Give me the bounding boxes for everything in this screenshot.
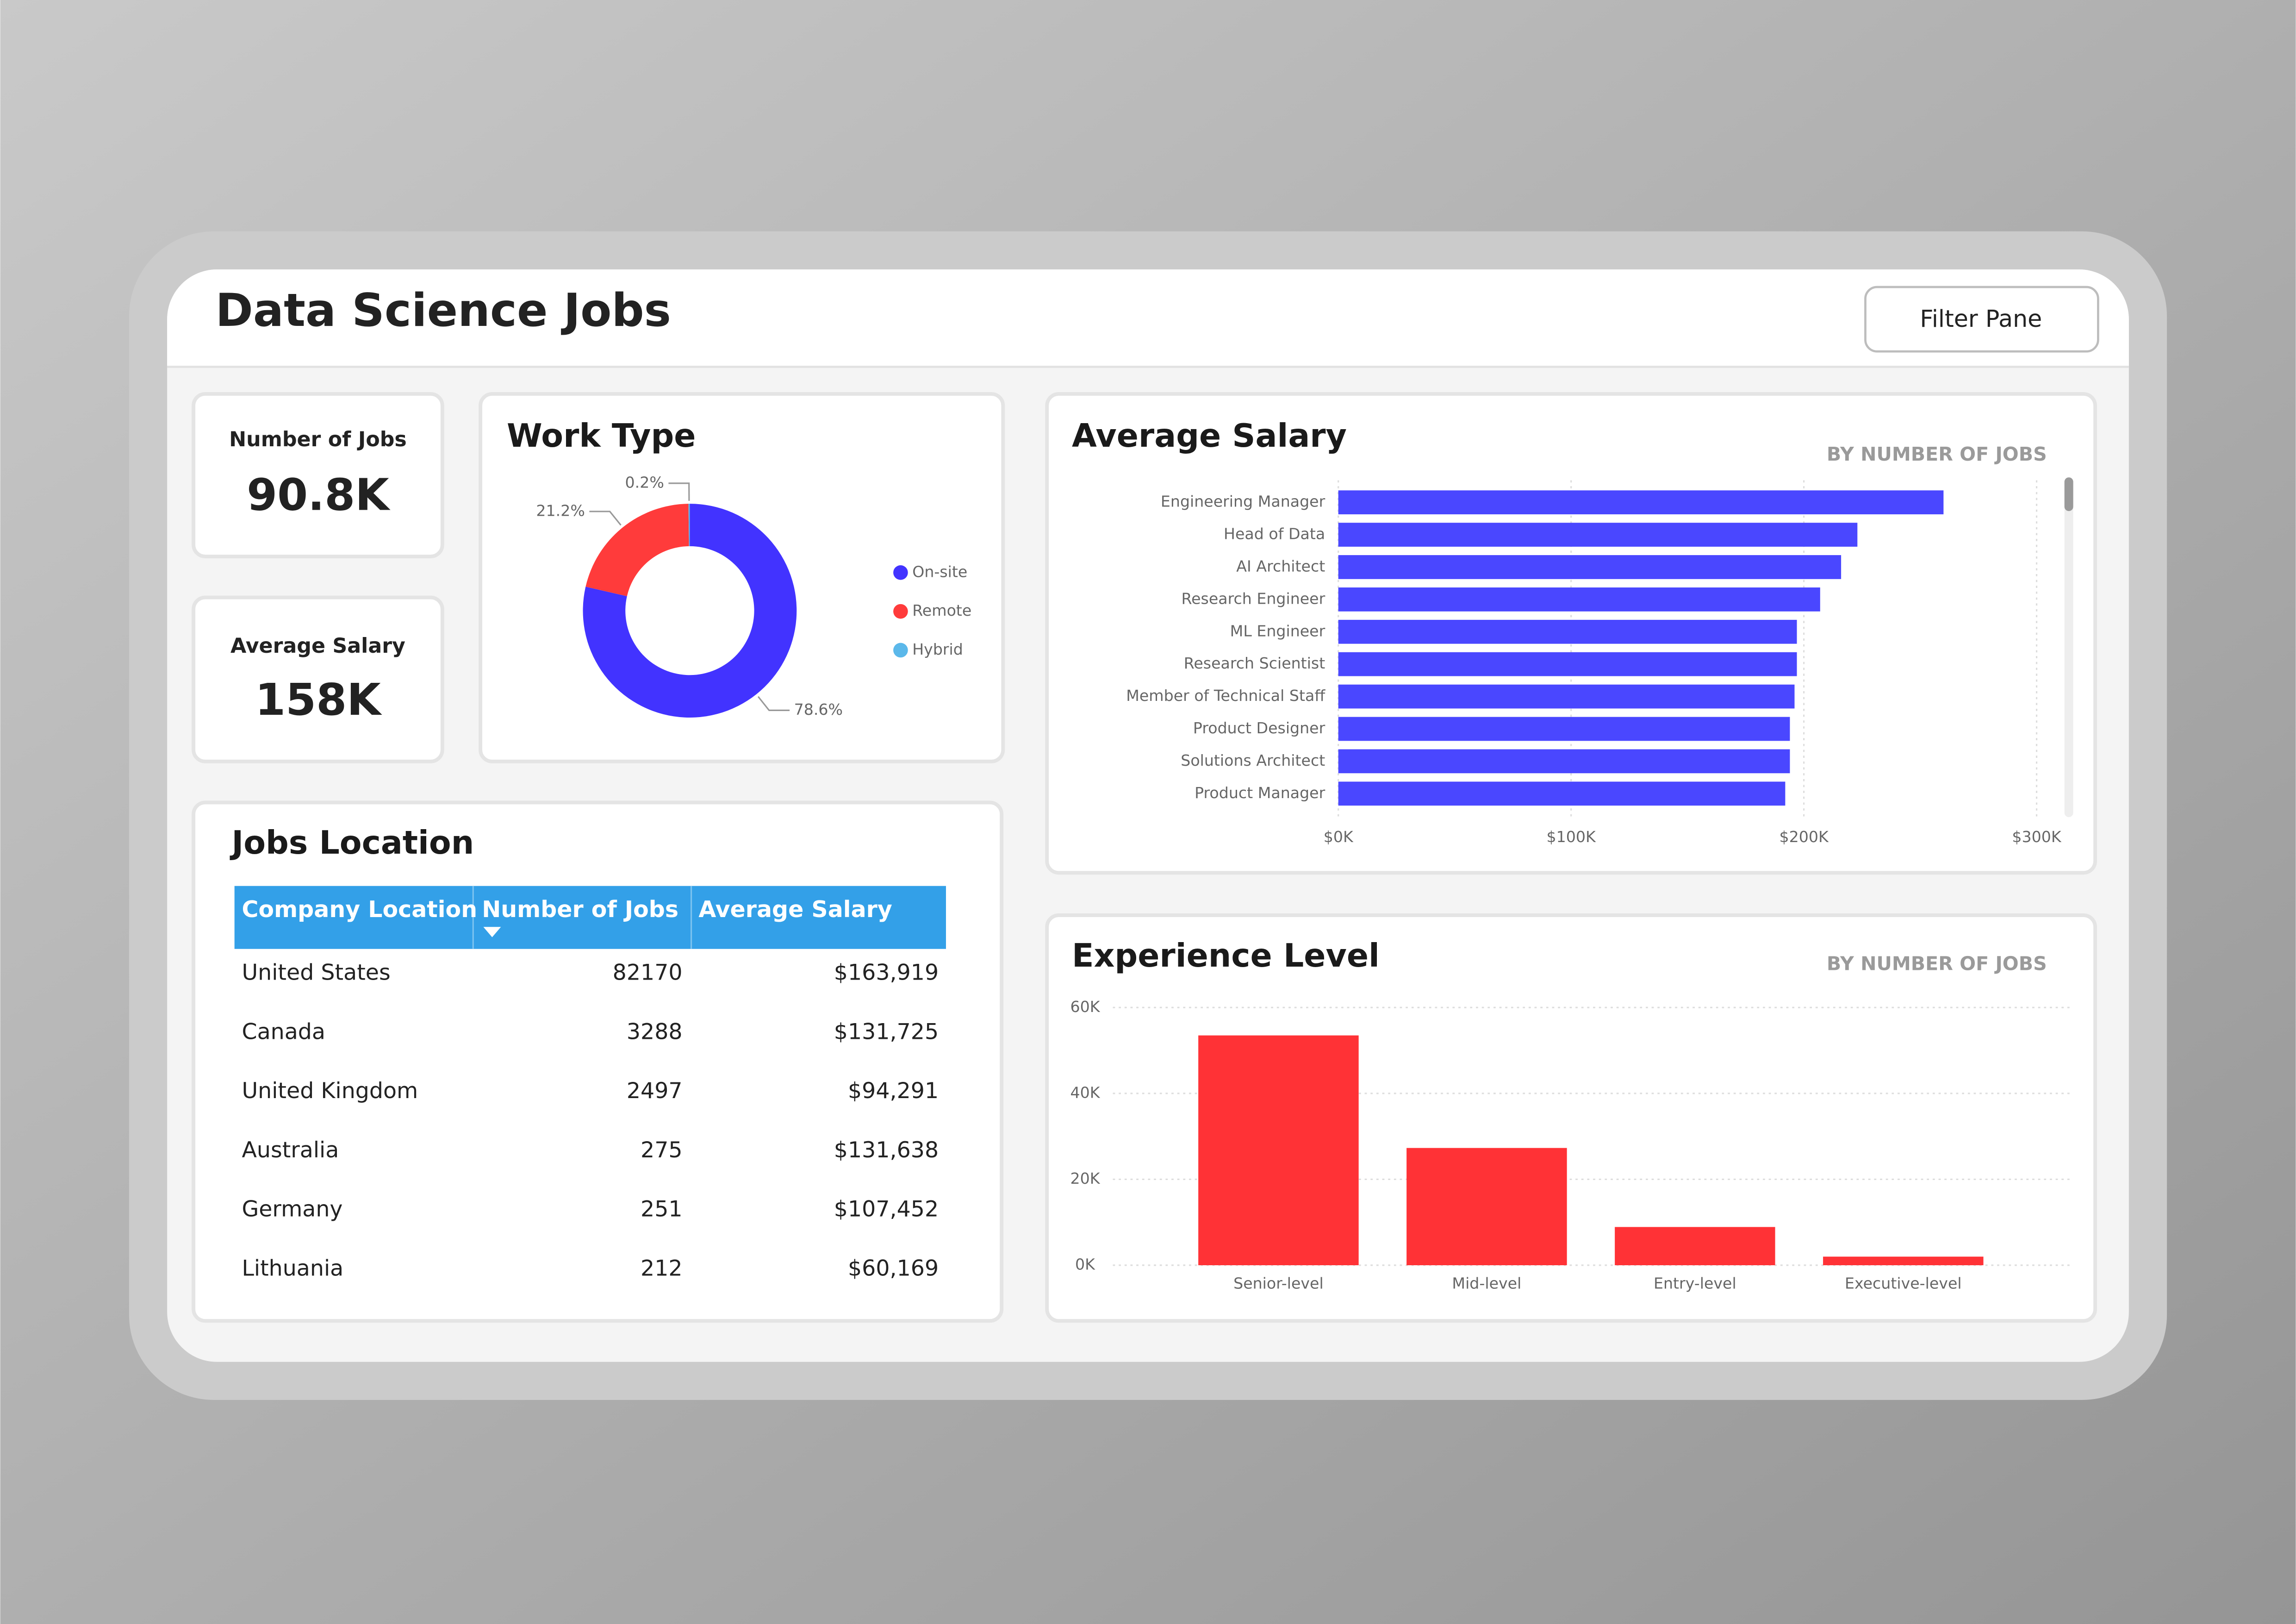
table-cell: Germany: [242, 1197, 342, 1222]
table-cell: $94,291: [848, 1078, 939, 1104]
legend-label: Remote: [912, 601, 971, 619]
kpi-card: [192, 595, 444, 763]
bar: [1338, 619, 1797, 644]
y-tick-label: Engineering Manager: [1161, 493, 1325, 511]
y-tick-label: Solutions Architect: [1181, 751, 1325, 769]
kpi-value: 90.8K: [247, 469, 391, 520]
leader-line: [757, 696, 790, 711]
table-cell: United States: [242, 960, 390, 986]
y-tick-label: Member of Technical Staff: [1126, 687, 1325, 705]
column-header: Company Location: [242, 896, 477, 923]
y-tick-label: ML Engineer: [1230, 622, 1325, 640]
y-tick-label: Research Engineer: [1182, 589, 1325, 607]
y-tick-label: Research Scientist: [1184, 654, 1325, 672]
kpi-label: Average Salary: [230, 634, 405, 658]
table-cell: $60,169: [848, 1256, 939, 1281]
table-cell: $163,919: [834, 960, 939, 986]
leader-line: [668, 482, 690, 501]
table-cell: United Kingdom: [242, 1078, 418, 1104]
y-tick-label: 20K: [1070, 1169, 1100, 1187]
chart-title: Experience Level: [1072, 937, 1380, 974]
bar: [1338, 749, 1790, 774]
chart-title: Average Salary: [1072, 417, 1347, 455]
filter-button[interactable]: [1864, 286, 2099, 353]
kpi-value: 158K: [255, 675, 382, 725]
table-card: [192, 800, 1004, 1323]
x-tick-label: Entry-level: [1654, 1274, 1736, 1293]
table-cell: Australia: [242, 1137, 339, 1163]
table-header: [234, 886, 946, 949]
y-tick-label: AI Architect: [1236, 557, 1325, 575]
bar: [1406, 1148, 1567, 1266]
column-header: Number of Jobs: [482, 896, 678, 923]
x-tick-label: Mid-level: [1452, 1274, 1521, 1293]
bar: [1338, 587, 1820, 612]
x-tick-label: $0K: [1324, 828, 1354, 846]
bar: [1338, 684, 1795, 709]
sort-indicator[interactable]: [483, 927, 501, 937]
header-bar: [167, 269, 2129, 366]
filter-button-label[interactable]: Filter Pane: [1920, 305, 2042, 332]
page-title: Data Science Jobs: [216, 284, 672, 337]
chart-subtitle: BY NUMBER OF JOBS: [1827, 443, 2047, 465]
legend-label: On-site: [912, 562, 967, 581]
bar: [1823, 1256, 1984, 1266]
y-tick-label: Head of Data: [1224, 525, 1325, 543]
x-tick-label: Senior-level: [1233, 1274, 1324, 1293]
bar: [1338, 490, 1944, 515]
bar: [1338, 652, 1797, 676]
legend-swatch: [893, 565, 908, 580]
table-cell: Lithuania: [242, 1256, 343, 1281]
column-header: Average Salary: [698, 896, 892, 923]
bar: [1338, 555, 1842, 579]
donut-slice: [585, 504, 689, 596]
table-cell: 212: [641, 1256, 683, 1281]
bar: [1615, 1227, 1775, 1266]
legend-swatch: [893, 604, 908, 619]
bar: [1338, 781, 1786, 806]
bar: [1338, 523, 1858, 547]
x-tick-label: $200K: [1779, 828, 1829, 846]
chart-title: Work Type: [507, 417, 696, 455]
donut-slice: [688, 504, 690, 546]
scrollbar-thumb[interactable]: [2064, 477, 2073, 511]
data-label: 78.6%: [794, 700, 843, 718]
x-tick-label: Executive-level: [1845, 1274, 1962, 1293]
table-cell: 3288: [627, 1019, 683, 1044]
x-tick-label: $300K: [2012, 828, 2061, 846]
table-cell: $131,638: [834, 1137, 939, 1163]
table-cell: 2497: [627, 1078, 683, 1104]
y-tick-label: 40K: [1070, 1083, 1100, 1101]
table-cell: 275: [641, 1137, 683, 1163]
donut-slice: [583, 504, 797, 718]
y-tick-label: Product Manager: [1195, 784, 1325, 802]
table-cell: Canada: [242, 1019, 325, 1044]
kpi-label: Number of Jobs: [229, 428, 407, 451]
scrollbar-track[interactable]: [2064, 477, 2073, 818]
table-title: Jobs Location: [230, 824, 474, 862]
table-body: Company Location Number of Jobs Average Sa…: [242, 896, 939, 1281]
table-cell: 82170: [613, 960, 683, 986]
table-cell: $107,452: [834, 1197, 939, 1222]
legend-swatch: [893, 643, 908, 658]
legend-label: Hybrid: [912, 640, 963, 658]
chart-subtitle: BY NUMBER OF JOBS: [1827, 953, 2047, 975]
kpi-card: [192, 392, 444, 558]
charts: 78.6% 21.2% 0.2% On-site Remote Hybrid $0K $100…: [536, 473, 2072, 1293]
bar: [1198, 1035, 1359, 1266]
x-tick-label: $100K: [1547, 828, 1596, 846]
y-tick-label: 60K: [1070, 998, 1100, 1016]
data-label: 0.2%: [625, 473, 664, 491]
data-label: 21.2%: [536, 501, 585, 519]
table-cell: $131,725: [834, 1019, 939, 1044]
y-tick-label: Product Designer: [1193, 719, 1325, 737]
bar: [1338, 717, 1790, 741]
table-cell: 251: [641, 1197, 683, 1222]
leader-line: [589, 511, 622, 526]
y-tick-label: 0K: [1075, 1255, 1095, 1274]
